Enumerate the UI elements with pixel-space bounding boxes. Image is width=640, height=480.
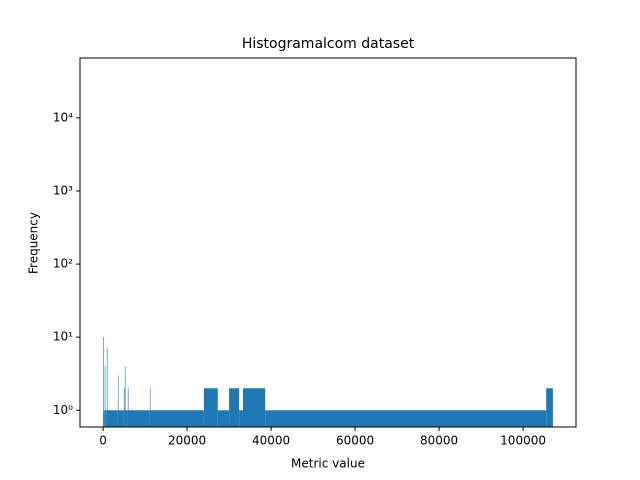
x-tick-label: 80000 xyxy=(420,434,458,448)
x-axis-label: Metric value xyxy=(291,457,365,471)
bar xyxy=(239,410,243,427)
x-tick-label: 0 xyxy=(99,434,107,448)
bar xyxy=(265,410,547,427)
bar xyxy=(118,410,124,427)
x-tick-label: 100000 xyxy=(500,434,546,448)
bar xyxy=(117,375,119,427)
bar xyxy=(103,337,104,427)
x-tick-label: 40000 xyxy=(252,434,290,448)
y-tick-label: 10³ xyxy=(53,183,73,197)
bar xyxy=(105,410,107,427)
bar xyxy=(104,366,106,427)
bar xyxy=(103,410,105,427)
plot-frame xyxy=(79,57,577,428)
x-tick-label: 20000 xyxy=(168,434,206,448)
bar xyxy=(124,366,126,427)
y-tick-label: 10⁴ xyxy=(53,110,73,124)
bar xyxy=(127,388,129,427)
bar xyxy=(229,388,240,427)
bar xyxy=(123,388,125,427)
bar xyxy=(546,388,553,427)
bar xyxy=(149,388,151,427)
bar xyxy=(124,410,125,427)
bar xyxy=(128,410,150,427)
bar xyxy=(125,410,128,427)
y-tick-label: 10² xyxy=(53,257,73,271)
bar xyxy=(242,388,266,427)
y-tick-label: 10⁰ xyxy=(53,403,73,417)
chart-title: Histogramalcom dataset xyxy=(242,36,415,52)
bar xyxy=(107,410,118,427)
bar xyxy=(217,410,230,427)
x-tick-label: 60000 xyxy=(336,434,374,448)
y-axis-label: Frequency xyxy=(27,212,41,274)
bar xyxy=(106,348,108,427)
bar xyxy=(150,410,204,427)
y-tick-label: 10¹ xyxy=(53,330,73,344)
bar xyxy=(203,388,218,427)
